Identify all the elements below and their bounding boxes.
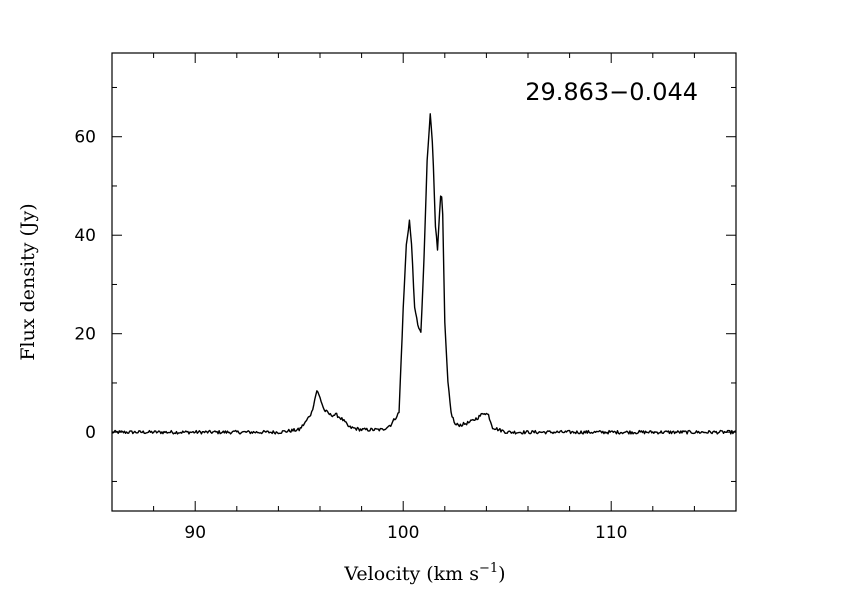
x-axis-label-close: ) (498, 563, 505, 585)
y-tick-label: 40 (74, 226, 96, 246)
tick-labels: 90 100 110 0 20 40 60 (74, 128, 627, 543)
chart-title: 29.863−0.044 (525, 78, 698, 106)
x-axis-label: Velocity (km s−1) (343, 561, 505, 585)
x-tick-label: 100 (387, 523, 419, 543)
x-tick-label: 110 (595, 523, 627, 543)
y-tick-label: 20 (74, 325, 96, 345)
axis-ticks (111, 53, 737, 511)
y-axis-label: Flux density (Jy) (17, 203, 39, 360)
y-tick-label: 60 (74, 128, 96, 148)
spectrum-line (111, 113, 737, 435)
x-axis-label-sup: −1 (479, 561, 498, 576)
x-tick-label: 90 (184, 523, 206, 543)
y-tick-label: 0 (85, 423, 96, 443)
plot-frame (111, 52, 737, 512)
x-axis-label-main: Velocity (km s (343, 563, 479, 585)
